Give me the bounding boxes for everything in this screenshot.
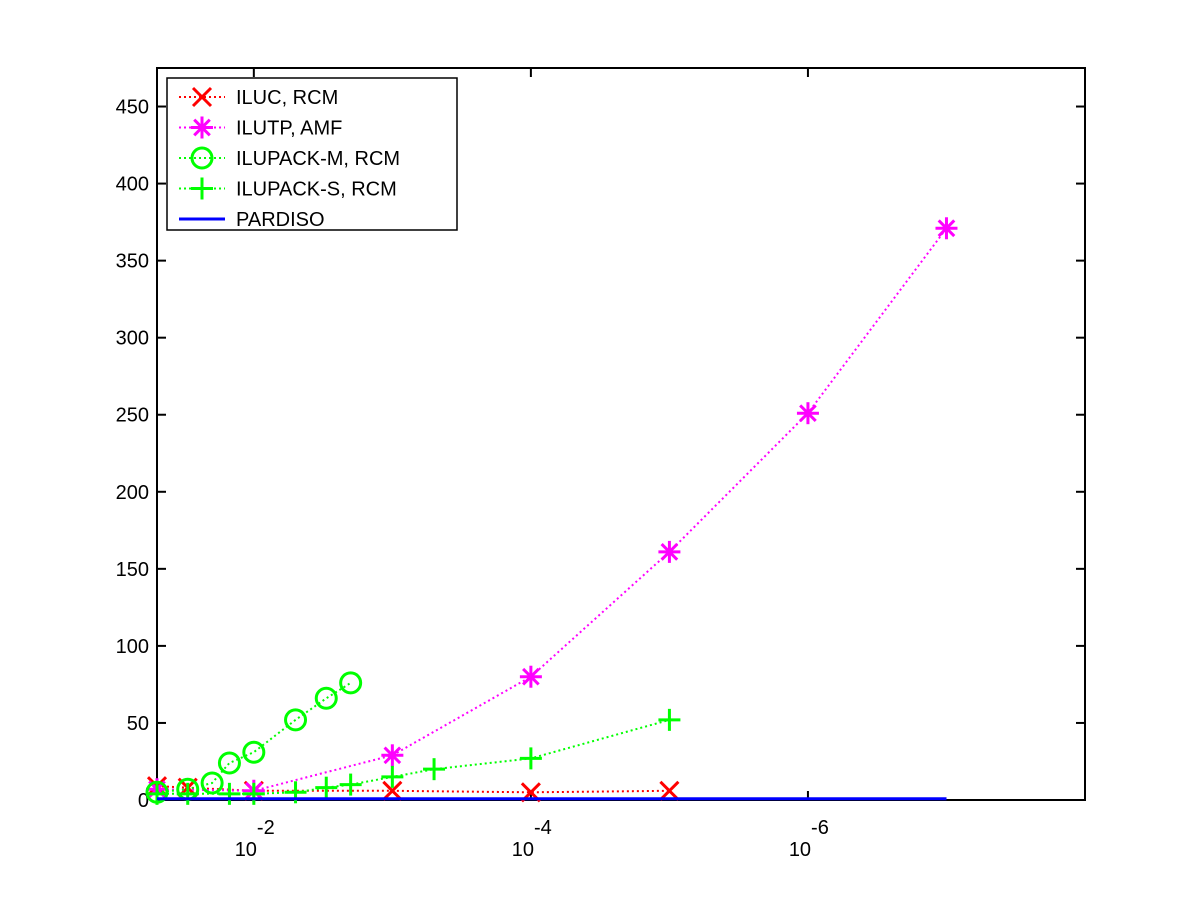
legend-entry-0: ILUC, RCM bbox=[179, 86, 338, 109]
legend-label-4: PARDISO bbox=[236, 209, 325, 231]
x-tick-label-base-2: 10 bbox=[789, 839, 811, 861]
legend-marker-2 bbox=[190, 146, 214, 170]
legend-entry-2: ILUPACK-M, RCM bbox=[179, 146, 400, 170]
data-point-1-5 bbox=[796, 402, 819, 425]
legend-label-3: ILUPACK-S, RCM bbox=[236, 179, 397, 201]
data-point-3-1 bbox=[176, 782, 199, 805]
data-point-1-2 bbox=[381, 744, 404, 767]
y-tick-label-2: 100 bbox=[116, 636, 149, 658]
data-point-3-9 bbox=[519, 747, 542, 770]
data-point-2-3 bbox=[217, 751, 241, 775]
data-point-3-3 bbox=[242, 782, 265, 805]
series-line-3 bbox=[157, 718, 670, 795]
x-tick-label-exponent-0: -2 bbox=[257, 817, 275, 839]
y-tick-label-4: 200 bbox=[116, 482, 149, 504]
legend-marker-1 bbox=[191, 116, 213, 139]
y-tick-label-3: 150 bbox=[116, 559, 149, 581]
y-tick-label-0: 0 bbox=[138, 790, 149, 812]
data-point-2-4 bbox=[242, 740, 266, 764]
y-tick-label-6: 300 bbox=[116, 328, 149, 350]
legend-entry-3: ILUPACK-S, RCM bbox=[179, 177, 397, 201]
series-line-1 bbox=[156, 227, 948, 792]
y-tick-label-7: 350 bbox=[116, 251, 149, 273]
legend-marker-0 bbox=[191, 86, 213, 108]
x-tick-label-base-1: 10 bbox=[512, 839, 534, 861]
data-point-1-6 bbox=[935, 217, 958, 240]
legend-label-0: ILUC, RCM bbox=[236, 87, 338, 109]
legend-entry-4: PARDISO bbox=[179, 209, 325, 231]
x-tick-label-base-0: 10 bbox=[235, 839, 257, 861]
data-point-1-4 bbox=[658, 540, 681, 563]
data-point-3-0 bbox=[146, 782, 168, 805]
series-line-0 bbox=[156, 785, 670, 794]
y-tick-label-5: 250 bbox=[116, 405, 149, 427]
x-tick-label-exponent-2: -6 bbox=[811, 817, 829, 839]
legend-label-2: ILUPACK-M, RCM bbox=[236, 148, 400, 170]
legend-entry-1: ILUTP, AMF bbox=[179, 116, 342, 140]
data-point-3-8 bbox=[423, 758, 446, 781]
data-point-2-6 bbox=[314, 686, 338, 710]
data-point-1-3 bbox=[519, 665, 542, 688]
legend-label-1: ILUTP, AMF bbox=[236, 118, 342, 140]
data-point-2-5 bbox=[284, 708, 308, 732]
y-tick-label-9: 450 bbox=[116, 97, 149, 119]
legend-marker-3 bbox=[191, 177, 213, 200]
data-point-0-5 bbox=[659, 780, 680, 801]
data-point-0-3 bbox=[382, 780, 403, 801]
legend-box bbox=[166, 77, 458, 231]
data-point-3-10 bbox=[658, 708, 681, 731]
legend: ILUC, RCM ILUTP, AMF ILUPACK-M, RCM ILUPACK… bbox=[166, 77, 458, 231]
data-point-3-2 bbox=[218, 782, 241, 805]
data-point-3-7 bbox=[381, 765, 404, 788]
y-tick-label-1: 50 bbox=[127, 713, 149, 735]
data-point-3-6 bbox=[339, 773, 362, 796]
data-point-2-7 bbox=[339, 671, 363, 695]
x-tick-label-exponent-1: -4 bbox=[534, 817, 552, 839]
data-point-3-5 bbox=[315, 776, 338, 799]
series-layer bbox=[145, 217, 958, 805]
y-tick-label-8: 400 bbox=[116, 174, 149, 196]
series-line-2 bbox=[156, 682, 352, 794]
